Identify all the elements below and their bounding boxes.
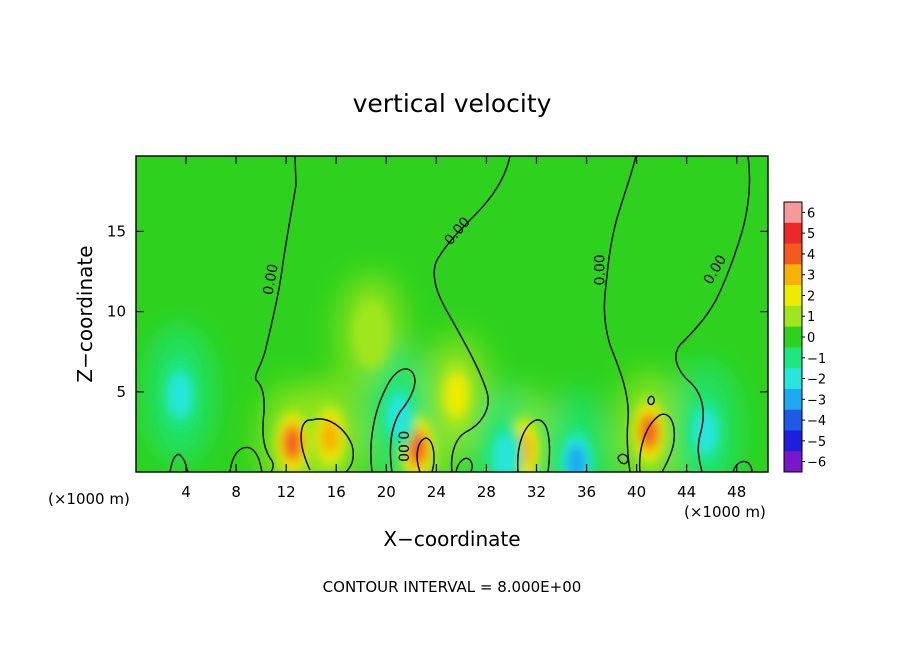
y-axis-label: Z−coordinate xyxy=(73,245,97,382)
colorbar-swatch xyxy=(784,243,802,265)
colorbar-swatch xyxy=(784,202,802,224)
x-unit-right: (×1000 m) xyxy=(684,503,766,521)
contour-line xyxy=(603,156,637,472)
colorbar-label: 5 xyxy=(807,227,815,242)
contour-line xyxy=(254,156,297,472)
colorbar-label: −2 xyxy=(807,373,826,388)
colorbar-swatch xyxy=(784,451,802,473)
colorbar-swatch xyxy=(784,222,802,245)
contour-line xyxy=(517,419,551,472)
plot-area: 0.000.000.00 0.000.00 xyxy=(136,156,768,472)
contour-line xyxy=(416,437,435,472)
contour-line xyxy=(647,395,655,406)
contour-line xyxy=(638,413,676,472)
x-tick-label: 28 xyxy=(477,483,496,501)
updraft-cell xyxy=(284,427,301,459)
contour-line xyxy=(370,368,416,472)
contour-line xyxy=(300,418,355,472)
contour-label: 0.00 xyxy=(395,431,411,462)
x-tick-label: 36 xyxy=(577,483,596,501)
colorbar-swatch xyxy=(784,347,802,369)
x-tick-label: 12 xyxy=(277,483,296,501)
x-unit-left: (×1000 m) xyxy=(48,490,130,508)
colorbar-label: −4 xyxy=(807,414,826,429)
downdraft-cell xyxy=(693,409,717,454)
contour-line xyxy=(455,457,473,472)
zero-contour-lines xyxy=(169,156,753,472)
updraft-cell xyxy=(320,419,340,455)
colorbar-swatch xyxy=(784,368,802,390)
plot-frame xyxy=(135,155,769,473)
colorbar-swatch xyxy=(784,409,802,431)
x-tick-label: 8 xyxy=(231,483,241,501)
updraft-cell xyxy=(353,299,390,370)
colorbar-label: 3 xyxy=(807,269,815,284)
chart-title: vertical velocity xyxy=(353,89,552,118)
colorbar: 6 5 4 3 2 1 0 −1 −2 −3 −4 −5 −6 xyxy=(783,201,826,473)
colorbar-swatch xyxy=(784,305,802,328)
downdraft-cell xyxy=(493,433,517,472)
y-tick-label: 15 xyxy=(107,222,126,240)
contour-interval-note: CONTOUR INTERVAL = 8.000E+00 xyxy=(323,578,582,596)
colorbar-swatch xyxy=(784,264,802,286)
x-tick-label: 32 xyxy=(527,483,546,501)
updraft-cell xyxy=(444,373,468,418)
colorbar-label: 4 xyxy=(807,248,815,263)
updraft-cell xyxy=(640,416,658,448)
y-tick-label: 5 xyxy=(116,383,126,401)
x-tick-label: 44 xyxy=(677,483,696,501)
x-axis-label: X−coordinate xyxy=(383,527,520,551)
colorbar-label: −3 xyxy=(807,393,826,408)
contour-label: 0.00 xyxy=(261,263,282,296)
colorbar-label: −1 xyxy=(807,352,826,367)
contour-label: 0.00 xyxy=(592,254,608,285)
x-tick-label: 24 xyxy=(427,483,446,501)
contour-line xyxy=(433,156,511,472)
colorbar-label: −6 xyxy=(807,456,826,471)
colorbar-swatch xyxy=(784,285,802,307)
x-tick-label: 48 xyxy=(727,483,746,501)
y-tick-label: 10 xyxy=(107,303,126,321)
x-tick-label: 16 xyxy=(327,483,346,501)
downdraft-cell xyxy=(168,373,192,418)
colorbar-label: 1 xyxy=(807,310,815,325)
x-tick-label: 20 xyxy=(377,483,396,501)
colorbar-swatch xyxy=(784,388,802,411)
colorbar-swatch xyxy=(784,326,802,348)
x-tick-label: 40 xyxy=(627,483,646,501)
x-tick-label: 4 xyxy=(181,483,191,501)
colorbar-label: −5 xyxy=(807,435,826,450)
downdraft-cell xyxy=(567,444,586,472)
colorbar-label: 6 xyxy=(807,206,815,221)
colorbar-swatch xyxy=(784,430,802,452)
contour-line xyxy=(229,446,263,472)
contour-line xyxy=(617,453,629,465)
velocity-field-broad xyxy=(145,274,740,472)
colorbar-label: 0 xyxy=(807,331,815,346)
contour-line xyxy=(675,156,751,472)
colorbar-label: 2 xyxy=(807,289,815,304)
